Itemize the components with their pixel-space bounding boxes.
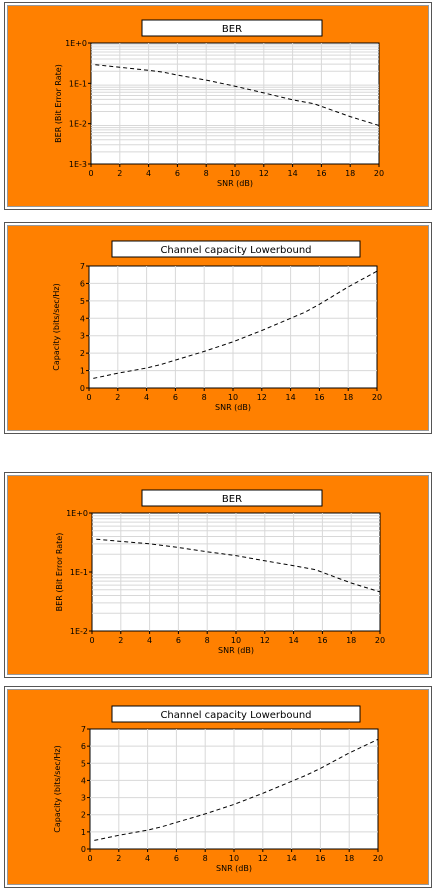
x-tick-label: 20 (374, 169, 384, 178)
y-tick-label: 5 (80, 297, 85, 306)
x-tick-label: 16 (315, 854, 325, 863)
x-tick-label: 0 (89, 636, 94, 645)
y-tick-label: 4 (80, 314, 85, 323)
chart-title: BER (222, 494, 242, 505)
chart-panel-capacity-2: Channel capacity Lowerbound 0 2 4 6 8 10 12 14 16… (4, 686, 432, 888)
y-tick-label: 1E+0 (65, 39, 87, 48)
y-tick-label: 6 (81, 742, 86, 751)
x-tick-label: 10 (228, 393, 238, 402)
x-tick-label: 2 (117, 169, 122, 178)
y-axis-label: BER (Bit Error Rate) (54, 64, 63, 143)
y-tick-label: 1E-1 (70, 568, 88, 577)
y-axis-label: Capacity (bits/sec/Hz) (53, 745, 62, 832)
x-tick-label: 18 (345, 169, 355, 178)
x-axis-label: SNR (dB) (217, 179, 253, 188)
chart-panel-capacity-1: Channel capacity Lowerbound 0 2 4 6 8 10 12 14 16… (4, 222, 432, 434)
x-tick-label: 6 (174, 854, 179, 863)
y-tick-label: 7 (81, 725, 86, 734)
y-tick-label: 6 (80, 279, 85, 288)
x-tick-label: 16 (316, 169, 326, 178)
x-tick-label: 12 (257, 393, 267, 402)
x-tick-label: 8 (202, 393, 207, 402)
y-tick-label: 1 (81, 828, 86, 837)
x-tick-label: 6 (175, 169, 180, 178)
y-tick-label: 1E+0 (66, 509, 88, 518)
x-tick-label: 4 (146, 169, 151, 178)
x-tick-label: 20 (372, 393, 382, 402)
x-tick-label: 2 (116, 854, 121, 863)
chart-title: BER (222, 24, 242, 35)
ber-chart-1: BER 0 2 4 6 8 10 12 14 16 18 20 1E+0 1E-1 1E-2 1E-3 SNR … (8, 6, 428, 206)
x-tick-label: 2 (118, 636, 123, 645)
y-tick-label: 1 (80, 367, 85, 376)
x-tick-label: 12 (258, 854, 268, 863)
series-line (93, 270, 378, 379)
x-tick-label: 0 (87, 854, 92, 863)
x-tick-label: 8 (204, 169, 209, 178)
chart-title: Channel capacity Lowerbound (160, 245, 311, 256)
x-tick-label: 10 (231, 636, 241, 645)
x-tick-label: 6 (173, 393, 178, 402)
chart-title-box (111, 705, 361, 723)
y-tick-label: 0 (81, 845, 86, 854)
x-tick-label: 8 (203, 854, 208, 863)
chart-panel-ber-2: BER 0 2 4 6 8 10 12 14 16 18 20 1E+0 1E-1 1E-2 SNR (dB)… (4, 472, 432, 678)
chart-panel-ber-1: BER 0 2 4 6 8 10 12 14 16 18 20 1E+0 1E-1 1E-2 1E-3 SNR … (4, 2, 432, 210)
x-tick-label: 14 (289, 636, 299, 645)
x-tick-label: 16 (317, 636, 327, 645)
y-tick-label: 3 (80, 332, 85, 341)
series-line (95, 64, 380, 126)
series-line (94, 738, 379, 841)
x-tick-label: 8 (205, 636, 210, 645)
y-tick-label: 4 (81, 776, 86, 785)
y-tick-label: 1E-2 (70, 627, 88, 636)
y-tick-label: 1E-2 (69, 120, 87, 129)
series-line (96, 538, 381, 593)
x-tick-label: 0 (86, 393, 91, 402)
chart-title-box (141, 19, 323, 37)
y-tick-label: 2 (80, 349, 85, 358)
x-tick-label: 14 (288, 169, 298, 178)
x-axis-label: SNR (dB) (216, 864, 252, 873)
x-tick-label: 12 (259, 169, 269, 178)
y-axis-label: BER (Bit Error Rate) (55, 533, 64, 612)
x-axis-label: SNR (dB) (215, 403, 251, 412)
x-tick-label: 0 (88, 169, 93, 178)
chart-title-box (141, 489, 323, 507)
x-tick-label: 2 (115, 393, 120, 402)
y-tick-label: 7 (80, 262, 85, 271)
y-tick-label: 1E-3 (69, 160, 87, 169)
x-tick-label: 6 (176, 636, 181, 645)
y-tick-label: 1E-1 (69, 79, 87, 88)
chart-title: Channel capacity Lowerbound (160, 710, 311, 721)
y-tick-label: 2 (81, 811, 86, 820)
x-tick-label: 18 (343, 393, 353, 402)
x-tick-label: 10 (230, 169, 240, 178)
x-tick-label: 10 (229, 854, 239, 863)
y-tick-label: 0 (80, 384, 85, 393)
x-tick-label: 20 (375, 636, 385, 645)
x-tick-label: 4 (145, 854, 150, 863)
ber-chart-2: BER 0 2 4 6 8 10 12 14 16 18 20 1E+0 1E-1 1E-2 SNR (dB)… (8, 476, 428, 674)
x-tick-label: 18 (344, 854, 354, 863)
y-axis-label: Capacity (bits/sec/Hz) (52, 283, 61, 370)
x-tick-label: 12 (260, 636, 270, 645)
y-tick-label: 5 (81, 759, 86, 768)
x-tick-label: 18 (346, 636, 356, 645)
x-tick-label: 20 (373, 854, 383, 863)
x-axis-label: SNR (dB) (218, 646, 254, 655)
x-tick-label: 14 (286, 393, 296, 402)
x-tick-label: 4 (144, 393, 149, 402)
x-tick-label: 16 (314, 393, 324, 402)
y-tick-label: 3 (81, 794, 86, 803)
x-tick-label: 14 (287, 854, 297, 863)
chart-title-box (111, 240, 361, 258)
x-tick-label: 4 (147, 636, 152, 645)
